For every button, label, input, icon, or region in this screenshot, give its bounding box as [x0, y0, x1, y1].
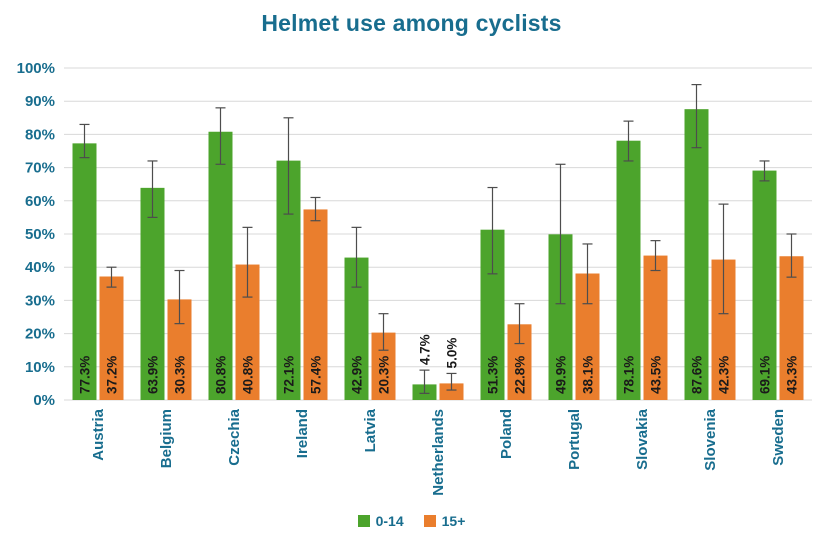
x-axis-label-netherlands: Netherlands — [430, 409, 447, 496]
bar-czechia-children — [208, 131, 233, 400]
y-axis-tick-label: 100% — [17, 60, 55, 77]
bar-data-label: 4.7% — [418, 334, 433, 365]
legend-item-adults: 15+ — [423, 513, 466, 529]
bar-data-label: 77.3% — [78, 356, 93, 394]
y-axis-tick-label: 10% — [25, 359, 55, 376]
legend-label-adults: 15+ — [441, 513, 466, 529]
bar-data-label: 42.9% — [350, 356, 365, 394]
x-axis-label-belgium: Belgium — [158, 409, 175, 468]
bar-data-label: 5.0% — [445, 338, 460, 369]
bar-data-label: 78.1% — [622, 356, 637, 394]
bar-slovenia-children — [684, 109, 709, 400]
chart-title: Helmet use among cyclists — [261, 10, 562, 36]
y-axis-tick-label: 0% — [33, 392, 55, 409]
y-axis-tick-label: 70% — [25, 160, 55, 177]
bar-data-label: 37.2% — [105, 356, 120, 394]
y-axis-tick-label: 30% — [25, 292, 55, 309]
bar-ireland-adults — [303, 209, 328, 400]
bar-data-label: 63.9% — [146, 356, 161, 394]
x-axis-label-sweden: Sweden — [770, 409, 787, 466]
bar-data-label: 22.8% — [513, 356, 528, 394]
bar-data-label: 72.1% — [282, 356, 297, 394]
y-axis-tick-label: 80% — [25, 126, 55, 143]
y-axis-tick-label: 20% — [25, 326, 55, 343]
legend-swatch-children — [357, 515, 370, 527]
bar-data-label: 42.3% — [717, 356, 732, 394]
bar-data-label: 87.6% — [690, 356, 705, 394]
legend-label-children: 0-14 — [375, 513, 404, 529]
x-axis-label-ireland: Ireland — [294, 409, 311, 458]
bar-data-label: 57.4% — [309, 356, 324, 394]
chart-legend: 0-14 15+ — [0, 513, 823, 529]
x-axis-label-slovakia: Slovakia — [634, 408, 651, 470]
bar-data-label: 30.3% — [173, 356, 188, 394]
bar-sweden-adults — [779, 256, 804, 400]
bar-slovakia-children — [616, 140, 641, 400]
legend-item-children: 0-14 — [357, 513, 404, 529]
y-axis-tick-label: 60% — [25, 193, 55, 210]
bar-austria-children — [72, 143, 97, 400]
bar-slovakia-adults — [643, 255, 668, 400]
y-axis-tick-label: 40% — [25, 259, 55, 276]
bar-data-label: 43.3% — [785, 356, 800, 394]
bar-data-label: 40.8% — [241, 356, 256, 394]
legend-swatch-adults — [423, 515, 436, 527]
bar-sweden-children — [752, 170, 777, 400]
bar-data-label: 69.1% — [758, 356, 773, 394]
x-axis-label-portugal: Portugal — [566, 409, 583, 470]
bar-netherlands-adults — [439, 383, 464, 400]
x-axis-label-slovenia: Slovenia — [702, 408, 719, 470]
bar-belgium-children — [140, 187, 165, 400]
x-axis-label-czechia: Czechia — [226, 408, 243, 465]
bar-data-label: 51.3% — [486, 356, 501, 394]
bar-austria-adults — [99, 276, 124, 400]
bar-data-label: 38.1% — [581, 356, 596, 394]
x-axis-label-poland: Poland — [498, 409, 515, 459]
y-axis-tick-label: 90% — [25, 93, 55, 110]
bar-data-label: 20.3% — [377, 356, 392, 394]
y-axis-tick-label: 50% — [25, 226, 55, 243]
bar-data-label: 49.9% — [554, 356, 569, 394]
bar-data-label: 43.5% — [649, 356, 664, 394]
x-axis-label-austria: Austria — [90, 408, 107, 460]
bar-data-label: 80.8% — [214, 356, 229, 394]
x-axis-label-latvia: Latvia — [362, 408, 379, 452]
